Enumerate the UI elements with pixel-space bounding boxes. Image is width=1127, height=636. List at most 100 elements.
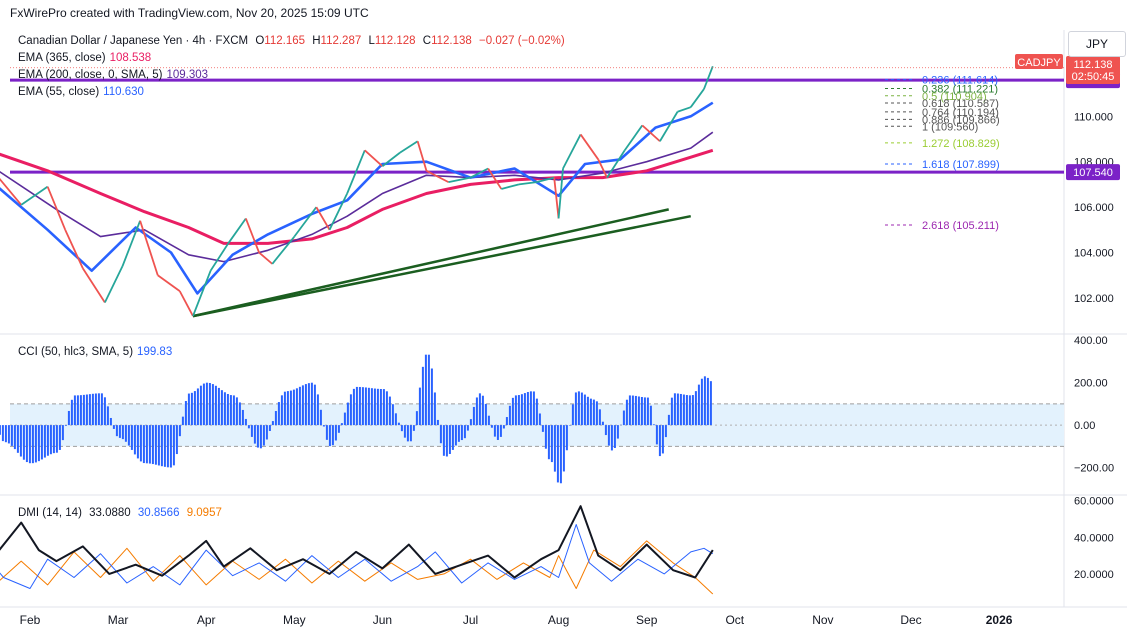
price-segment bbox=[399, 140, 419, 154]
cci-bar bbox=[580, 392, 583, 426]
cci-bar bbox=[316, 394, 319, 426]
price-segment bbox=[121, 220, 141, 267]
cci-bar bbox=[85, 394, 88, 426]
cci-bar bbox=[649, 405, 652, 426]
cci-bar bbox=[88, 394, 91, 426]
cci-bar bbox=[475, 397, 478, 426]
cci-bar bbox=[679, 393, 682, 426]
fib-level-label: 0.886 (109.866) bbox=[922, 114, 1000, 126]
price-segment bbox=[597, 159, 608, 178]
fib-level-label: 2.618 (105.211) bbox=[922, 220, 999, 232]
ema365-legend[interactable]: EMA (365, close) 108.538 bbox=[18, 52, 155, 64]
cci-bar bbox=[121, 425, 124, 440]
dmi-label: DMI (14, 14) bbox=[18, 507, 82, 519]
low-value: 112.128 bbox=[374, 35, 416, 47]
price-segment bbox=[426, 169, 449, 183]
price-segment bbox=[315, 206, 331, 231]
cci-bar bbox=[514, 395, 517, 426]
cci-bar bbox=[154, 425, 157, 465]
cci-bar bbox=[136, 425, 139, 459]
cci-bar bbox=[658, 425, 661, 457]
cci-bar bbox=[184, 400, 187, 426]
cci-legend[interactable]: CCI (50, hlc3, SMA, 5) 199.83 bbox=[18, 346, 176, 358]
time-tick-label: Feb bbox=[20, 613, 41, 627]
cci-bar bbox=[685, 395, 688, 426]
minus-di-line bbox=[0, 540, 714, 595]
cci-bar bbox=[139, 425, 142, 462]
price-segment bbox=[606, 149, 626, 179]
change-value: −0.027 (−0.02%) bbox=[479, 35, 565, 47]
cci-bar bbox=[295, 388, 298, 426]
cci-bar bbox=[520, 394, 523, 426]
cci-bar bbox=[265, 425, 268, 440]
cci-bar bbox=[202, 383, 205, 426]
cci-bar bbox=[403, 425, 406, 438]
cci-bar bbox=[196, 388, 199, 426]
cci-bar bbox=[385, 391, 388, 426]
cci-bar bbox=[433, 392, 436, 426]
cci-bar bbox=[550, 425, 553, 463]
ema200-legend[interactable]: EMA (200, close, 0, SMA, 5) 109.303 bbox=[18, 69, 212, 81]
cci-bar bbox=[457, 425, 460, 442]
cci-bar bbox=[22, 425, 25, 460]
cci-bar bbox=[205, 382, 208, 426]
cci-bar bbox=[424, 354, 427, 426]
cci-bar bbox=[127, 425, 130, 446]
cci-bar bbox=[208, 383, 211, 426]
cci-bar bbox=[58, 425, 61, 450]
time-tick-label: Dec bbox=[900, 613, 921, 627]
cci-bar bbox=[448, 425, 451, 454]
cci-bar bbox=[310, 382, 313, 426]
cci-bar bbox=[709, 381, 712, 426]
price-segment bbox=[245, 218, 260, 253]
cci-bar bbox=[703, 376, 706, 426]
cci-bar bbox=[571, 404, 574, 426]
cci-bar bbox=[304, 384, 307, 426]
ticker-label: CADJPY bbox=[1017, 57, 1061, 69]
cci-bar bbox=[586, 396, 589, 426]
cci-bar bbox=[61, 425, 64, 441]
cci-bar bbox=[337, 425, 340, 433]
cci-bar bbox=[583, 394, 586, 426]
ema55-legend[interactable]: EMA (55, close) 110.630 bbox=[18, 86, 148, 98]
cci-bar bbox=[652, 424, 655, 426]
cci-bar bbox=[145, 425, 148, 464]
cci-bar bbox=[400, 425, 403, 432]
cci-bar bbox=[598, 409, 601, 426]
cci-bar bbox=[349, 394, 352, 426]
cci-bar bbox=[613, 425, 616, 448]
time-tick-label: Sep bbox=[636, 613, 658, 627]
cci-bar bbox=[313, 384, 316, 426]
cci-bar bbox=[328, 425, 331, 447]
symbol-name: Canadian Dollar / Japanese Yen · 4h · FX… bbox=[18, 35, 249, 47]
time-tick-label: Jul bbox=[463, 613, 478, 627]
cci-bar bbox=[421, 366, 424, 426]
time-tick-label: Oct bbox=[725, 613, 744, 627]
cci-bar bbox=[427, 354, 430, 426]
cci-bar bbox=[214, 385, 217, 426]
cci-bar bbox=[262, 425, 265, 446]
cci-bar bbox=[118, 425, 121, 438]
cci-bar bbox=[37, 425, 40, 462]
cci-bar bbox=[607, 425, 610, 446]
cci-bar bbox=[499, 425, 502, 437]
cci-bar bbox=[541, 425, 544, 432]
cci-bar bbox=[55, 425, 58, 453]
cci-bar bbox=[472, 406, 475, 426]
cci-bar bbox=[487, 415, 490, 426]
cci-bar bbox=[319, 409, 322, 426]
cci-bar bbox=[463, 425, 466, 439]
cci-bar bbox=[19, 425, 22, 457]
cci-bar bbox=[412, 425, 415, 431]
cci-bar bbox=[655, 425, 658, 445]
price-tick-label: 104.000 bbox=[1074, 248, 1114, 260]
price-segment bbox=[416, 141, 428, 172]
dmi-legend[interactable]: DMI (14, 14) 33.0880 30.8566 9.0957 bbox=[18, 507, 226, 519]
ema55-label: EMA (55, close) bbox=[18, 86, 100, 98]
price-segment bbox=[536, 176, 555, 184]
cci-value: 199.83 bbox=[137, 346, 173, 358]
currency-button[interactable]: JPY bbox=[1068, 31, 1126, 57]
cci-bar bbox=[418, 387, 421, 426]
cci-bar bbox=[553, 425, 556, 472]
